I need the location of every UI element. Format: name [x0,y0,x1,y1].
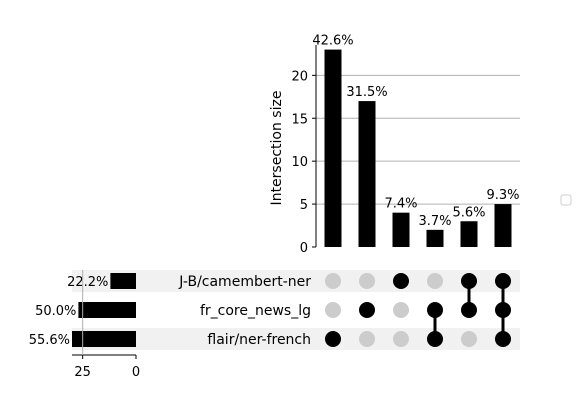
set-size-bar [72,331,136,347]
intersection-gridlines [316,74,520,205]
y-axis-label: Intersection size [269,91,285,206]
intersection-bar [358,101,376,247]
set-name: J-B/camembert-ner [178,274,311,290]
intersection-label: 5.6% [452,205,485,220]
membership-dot-active [427,331,443,347]
set-axis-tick-label: 25 [74,365,91,380]
membership-dot-active [461,302,477,318]
set-size-label: 22.2% [67,275,108,290]
membership-dot-inactive [325,273,341,289]
intersection-bar [324,49,342,248]
membership-dot-inactive [393,331,409,347]
set-size-bars [72,273,136,347]
intersection-bars [324,49,512,248]
row-stripe [72,270,520,292]
intersection-label: 7.4% [384,197,417,212]
membership-dot-active [359,302,375,318]
membership-dot-active [495,302,511,318]
membership-dot-inactive [359,273,375,289]
membership-dot-inactive [359,331,375,347]
intersection-label: 3.7% [418,214,451,229]
membership-matrix [325,273,511,347]
membership-dot-active [393,273,409,289]
intersection-bar [392,212,410,247]
membership-dot-active [495,273,511,289]
intersection-bar [460,221,478,247]
membership-dot-inactive [393,302,409,318]
set-size-label: 55.6% [29,333,70,348]
y-tick-label: 15 [291,112,308,127]
y-tick-label: 20 [291,69,308,84]
membership-dot-inactive [427,273,443,289]
legend-box [560,194,572,206]
set-size-label: 50.0% [35,304,76,319]
membership-dot-active [495,331,511,347]
set-name: flair/ner-french [207,332,311,348]
intersection-y-axis: 0 5 10 15 20 [291,45,317,256]
intersection-bar [426,229,444,247]
intersection-label: 31.5% [346,85,387,100]
set-axis-tick-label: 0 [132,365,140,380]
set-size-bar [110,273,136,289]
membership-dot-active [427,302,443,318]
set-name: fr_core_news_lg [200,303,311,319]
set-size-x-axis: 25 0 [72,270,140,380]
y-tick-label: 0 [300,241,308,256]
set-size-labels: 22.2% 50.0% 55.6% [29,275,109,348]
membership-dot-active [461,273,477,289]
intersection-value-labels: 42.6% 31.5% 7.4%3.7%5.6%9.3% [312,34,519,229]
set-size-bar [78,302,136,318]
row-stripe [72,328,520,350]
intersection-label: 42.6% [312,34,353,49]
intersection-bar [494,204,512,247]
membership-dot-active [325,331,341,347]
membership-dot-inactive [461,331,477,347]
intersection-label: 9.3% [486,188,519,203]
y-tick-label: 10 [291,155,308,170]
set-names: J-B/camembert-ner fr_core_news_lg flair/ne… [178,274,311,348]
matrix-row-stripes [72,270,520,350]
y-tick-label: 5 [300,198,308,213]
membership-dot-inactive [325,302,341,318]
